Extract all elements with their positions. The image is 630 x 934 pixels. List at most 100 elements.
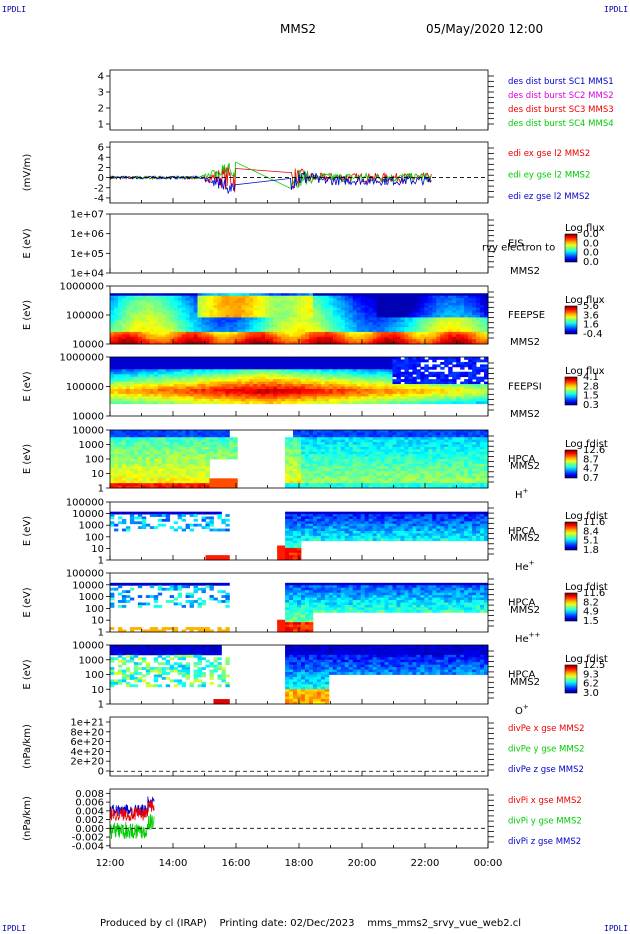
heatmap-cell [121, 327, 127, 330]
heatmap-cell [448, 393, 453, 397]
heatmap-cell [269, 329, 274, 333]
heatmap-cell [297, 384, 302, 387]
heatmap-cell [285, 480, 290, 484]
heatmap-cell [372, 379, 377, 382]
heatmap-cell [308, 307, 314, 311]
heatmap-cell [165, 451, 171, 455]
heatmap-cell [249, 391, 254, 395]
heatmap-cell [193, 386, 198, 390]
heatmap-cell [468, 391, 473, 395]
heatmap-cell [320, 396, 326, 400]
heatmap-cell [125, 384, 131, 387]
heatmap-cell [312, 379, 318, 382]
heatmap-cell [165, 381, 171, 385]
heatmap-cell [205, 388, 210, 392]
heatmap-cell [113, 334, 119, 338]
heatmap-cell [265, 302, 270, 306]
heatmap-cell [460, 300, 465, 304]
heatmap-cell [229, 398, 234, 402]
heatmap-cell [145, 312, 151, 316]
heatmap-cell [344, 331, 350, 335]
heatmap-cell [277, 388, 282, 392]
heatmap-cell [213, 393, 218, 397]
y-tick-label: 2 [98, 163, 104, 174]
heatmap-cell [173, 357, 179, 360]
heatmap-cell [300, 310, 306, 313]
heatmap-cell [428, 398, 433, 402]
heatmap-cell [304, 300, 310, 304]
heatmap-cell [189, 341, 194, 345]
heatmap-cell [348, 331, 354, 335]
heatmap-cell [225, 444, 230, 448]
heatmap-cell [217, 371, 222, 375]
heatmap-cell [137, 391, 143, 395]
heatmap-cell [161, 439, 167, 443]
heatmap-cell [273, 307, 278, 311]
heatmap-cell [249, 384, 254, 387]
heatmap-cell [432, 398, 437, 402]
heatmap-cell [285, 334, 290, 338]
heatmap-cell [356, 391, 362, 395]
heatmap-cell [201, 388, 206, 392]
heatmap-cell [137, 324, 143, 328]
heatmap-cell [269, 361, 274, 365]
heatmap-cell [297, 461, 302, 465]
heatmap-cell [229, 331, 234, 335]
heatmap-cell [320, 478, 326, 482]
heatmap-cell [352, 357, 358, 360]
heatmap-cell [360, 341, 366, 345]
heatmap-cell [153, 305, 159, 309]
heatmap-cell [213, 331, 218, 335]
y-tick-label: 1e+05 [70, 249, 104, 260]
heatmap-cell [145, 302, 151, 306]
heatmap-cell [149, 317, 155, 321]
heatmap-cell [113, 384, 119, 387]
heatmap-cell [320, 312, 326, 316]
heatmap-cell [328, 381, 334, 385]
heatmap-cell [300, 386, 306, 390]
heatmap-cell [364, 366, 370, 370]
heatmap-cell [364, 334, 370, 338]
heatmap-cell [460, 398, 465, 402]
heatmap-cell [185, 439, 190, 443]
heatmap-cell [201, 298, 206, 301]
heatmap-cell [293, 432, 298, 436]
heatmap-cell [237, 374, 242, 378]
heatmap-cell [352, 381, 358, 385]
heatmap-cell [368, 322, 374, 326]
heatmap-cell [293, 379, 298, 382]
y-tick-label: -2 [94, 183, 104, 194]
heatmap-cell [133, 359, 139, 363]
heatmap-cell [328, 359, 334, 363]
heatmap-cell [372, 386, 377, 390]
heatmap-cell [297, 444, 302, 448]
heatmap-cell [245, 295, 250, 299]
heatmap-cell [245, 329, 250, 333]
heatmap-cell [293, 475, 298, 479]
heatmap-cell [356, 312, 362, 316]
heatmap-cell [440, 317, 445, 321]
heatmap-cell [348, 305, 354, 309]
heatmap-cell [213, 324, 218, 328]
heatmap-cell [432, 339, 437, 342]
heatmap-cell [169, 388, 175, 392]
heatmap-cell [460, 388, 465, 392]
heatmap-cell [324, 312, 330, 316]
heatmap-cell [384, 310, 389, 313]
heatmap-cell [221, 381, 226, 385]
heatmap-cell [277, 341, 282, 345]
heatmap-cell [185, 295, 190, 299]
heatmap-cell [368, 393, 374, 397]
heatmap-cell [221, 369, 226, 373]
heatmap-cell [484, 300, 489, 304]
heatmap-cell [424, 336, 429, 340]
heatmap-cell [265, 312, 270, 316]
heatmap-cell [440, 393, 445, 397]
heatmap-cell [404, 366, 409, 370]
heatmap-cell [384, 312, 389, 316]
heatmap-cell [412, 393, 417, 397]
heatmap-cell [472, 391, 477, 395]
heatmap-cell [297, 434, 302, 438]
heatmap-cell [304, 381, 310, 385]
heatmap-cell [205, 300, 210, 304]
